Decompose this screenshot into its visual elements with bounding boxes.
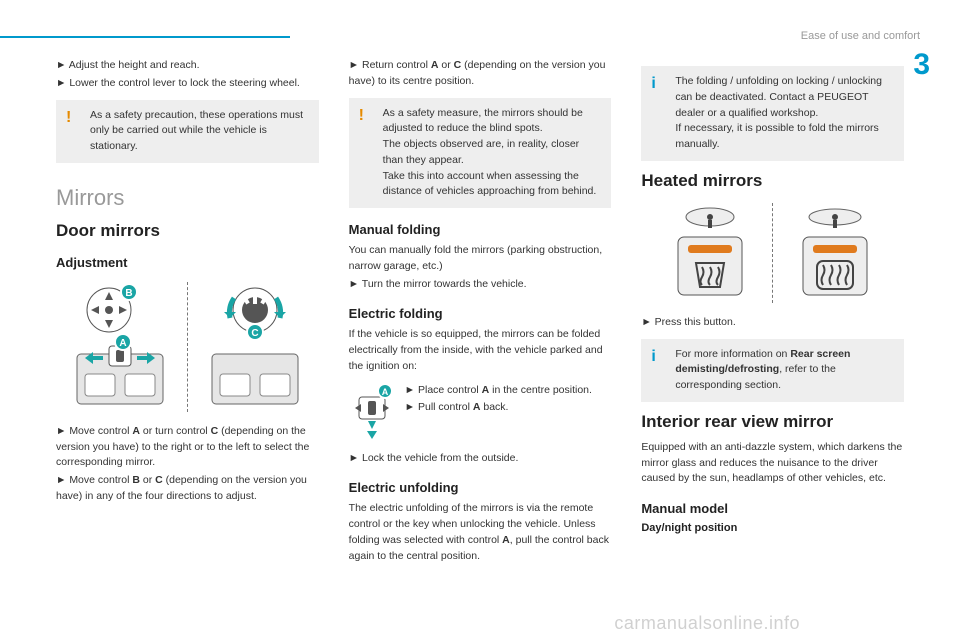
c2-callout-warning: ! As a safety measure, the mirrors shoul…	[349, 98, 612, 209]
c3-h3-manual-model: Manual model	[641, 501, 904, 516]
diagram-divider	[187, 282, 188, 412]
c1-bullet-4: Move control B or C (depending on the ve…	[56, 473, 319, 505]
warning-icon: !	[66, 106, 71, 130]
c2-h3-manual-folding: Manual folding	[349, 222, 612, 237]
c2-bullet-2: Turn the mirror towards the vehicle.	[349, 277, 612, 293]
c2-inline-figure: A Place control A in the centre position…	[349, 383, 612, 443]
lbl: A	[502, 534, 510, 546]
t: Move control	[69, 474, 132, 486]
c1-h1-mirrors: Mirrors	[56, 185, 319, 211]
lbl-c: C	[155, 474, 163, 486]
c2-callout-text: As a safety measure, the mirrors should …	[383, 107, 597, 198]
t: Place control	[418, 384, 482, 396]
content-columns: Adjust the height and reach. Lower the c…	[56, 58, 904, 566]
info-icon: i	[651, 72, 655, 96]
c2-p3: The electric unfolding of the mirrors is…	[349, 501, 612, 564]
c1-h3-adjustment: Adjustment	[56, 255, 319, 270]
t: Move control	[69, 425, 132, 437]
c1-diagram-row: B A	[56, 282, 319, 412]
c2-h3-electric-folding: Electric folding	[349, 306, 612, 321]
t: or	[140, 474, 155, 486]
t: Return control	[362, 59, 431, 71]
heated-mirror-button-right	[785, 203, 885, 303]
c3-diagram-row	[641, 203, 904, 303]
warning-icon: !	[359, 104, 364, 128]
t: Pull control	[418, 401, 473, 413]
t: in the centre position.	[489, 384, 592, 396]
svg-text:C: C	[251, 328, 258, 339]
t: back.	[480, 401, 508, 413]
control-a-icon: A	[349, 383, 395, 443]
diagram-divider-2	[772, 203, 773, 303]
svg-text:A: A	[119, 338, 126, 349]
info-icon: i	[651, 345, 655, 369]
c3-bullet-1: Press this button.	[641, 315, 904, 331]
c3-callout-info-2: i For more information on Rear screen de…	[641, 339, 904, 402]
c3-h2-interior-mirror: Interior rear view mirror	[641, 412, 904, 432]
c1-bullet-1: Adjust the height and reach.	[56, 58, 319, 74]
c1-callout-text: As a safety precaution, these operations…	[90, 109, 303, 153]
c1-bullet-2: Lower the control lever to lock the stee…	[56, 76, 319, 92]
c1-h2-door-mirrors: Door mirrors	[56, 221, 319, 241]
c2-figure-text: Place control A in the centre position. …	[405, 383, 612, 443]
c2-bullet-3: Lock the vehicle from the outside.	[349, 451, 612, 467]
t: or	[438, 59, 453, 71]
column-1: Adjust the height and reach. Lower the c…	[56, 58, 319, 566]
c2-bullet-1: Return control A or C (depending on the …	[349, 58, 612, 90]
c2-fig-b2: Pull control A back.	[405, 400, 612, 416]
watermark: carmanualsonline.info	[614, 613, 800, 634]
heated-mirror-button-left	[660, 203, 760, 303]
column-2: Return control A or C (depending on the …	[349, 58, 612, 566]
c3-h4-day-night: Day/night position	[641, 522, 904, 534]
c1-bullet-3: Move control A or turn control C (depend…	[56, 424, 319, 471]
c1-callout-warning: ! As a safety precaution, these operatio…	[56, 100, 319, 163]
c2-fig-b1: Place control A in the centre position.	[405, 383, 612, 399]
t: For more information on	[675, 348, 790, 360]
c3-callout-info-1: i The folding / unfolding on locking / u…	[641, 66, 904, 161]
t: or turn control	[140, 425, 211, 437]
svg-text:A: A	[381, 387, 388, 397]
header-section-label: Ease of use and comfort	[801, 30, 920, 42]
c2-p1: You can manually fold the mirrors (parki…	[349, 243, 612, 275]
mirror-control-diagram-left: B A	[65, 282, 175, 412]
mirror-control-diagram-right: C	[200, 282, 310, 412]
column-3: i The folding / unfolding on locking / u…	[641, 58, 904, 566]
svg-text:B: B	[125, 288, 132, 299]
c2-p2: If the vehicle is so equipped, the mirro…	[349, 327, 612, 374]
c3-callout2-text: For more information on Rear screen demi…	[675, 348, 850, 392]
c3-callout1-text: The folding / unfolding on locking / unl…	[675, 75, 882, 150]
lbl-b: B	[132, 474, 140, 486]
c2-h3-electric-unfolding: Electric unfolding	[349, 480, 612, 495]
c3-h2-heated-mirrors: Heated mirrors	[641, 171, 904, 191]
c3-p1: Equipped with an anti-dazzle system, whi…	[641, 440, 904, 487]
chapter-number: 3	[913, 48, 930, 82]
accent-bar	[0, 36, 290, 38]
lbl-a: A	[132, 425, 140, 437]
